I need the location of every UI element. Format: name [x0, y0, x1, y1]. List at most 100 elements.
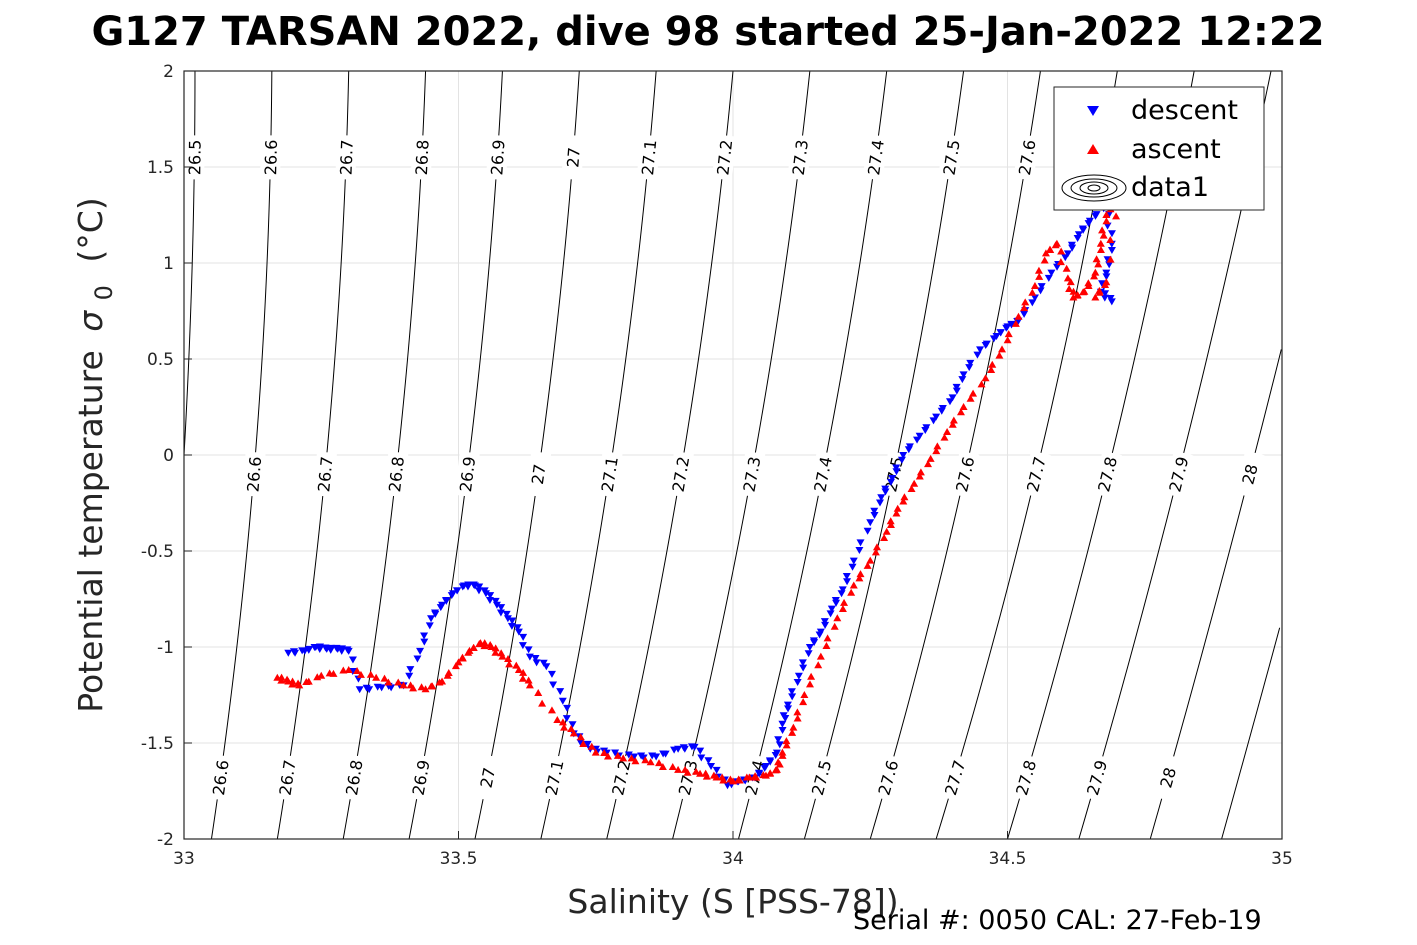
descent-point [416, 647, 425, 655]
ascent-point [1095, 288, 1104, 296]
ascent-point [943, 427, 952, 435]
descent-point [1103, 222, 1112, 230]
descent-point [821, 621, 830, 629]
ascent-point [735, 776, 744, 784]
descent-point [772, 749, 781, 757]
descent-point [491, 597, 500, 605]
descent-point [542, 663, 551, 671]
isopycnal-label: 27.2 [606, 753, 636, 802]
ascent-point [772, 765, 781, 773]
descent-point [973, 351, 982, 359]
descent-point [355, 686, 364, 694]
isopycnal-label-bg [454, 451, 480, 498]
isopycnal-label-bg [335, 135, 357, 180]
descent-point [849, 557, 858, 565]
isopycnal-label-bg [596, 450, 623, 498]
ascent-point [658, 763, 667, 771]
descent-point [897, 456, 906, 464]
ascent-point [789, 723, 798, 731]
descent-point [754, 769, 763, 777]
descent-point [547, 670, 556, 678]
isopycnal-label: 27.2 [711, 134, 737, 181]
descent-point [1036, 287, 1045, 295]
ascent-point [833, 614, 842, 622]
ascent-point [840, 598, 849, 606]
descent-point [532, 659, 541, 667]
descent-point [831, 597, 840, 604]
ascent-point [524, 676, 533, 684]
ascent-point [304, 677, 313, 685]
descent-point [1107, 298, 1116, 306]
isopycnal-label: 27.7 [938, 753, 971, 802]
ascent-point [932, 447, 941, 455]
ascent-point [372, 673, 381, 681]
isopycnal-label-bg [184, 135, 205, 180]
ascent-point [916, 468, 925, 476]
ascent-point [871, 548, 880, 556]
ascent-point [1040, 256, 1049, 264]
ascent-point [814, 661, 823, 669]
ascent-point [631, 757, 640, 765]
isopycnal-label-bg [1080, 753, 1113, 802]
ascent-point [444, 668, 453, 676]
descent-point [304, 646, 313, 654]
isopycnal-label: 26.8 [383, 451, 409, 498]
descent-point [326, 646, 335, 654]
descent-point [583, 740, 592, 748]
ascent-point [847, 588, 856, 596]
descent-point [1102, 269, 1111, 277]
isopycnal-line [183, 70, 196, 456]
ascent-point [899, 497, 908, 505]
ascent-point [752, 773, 761, 781]
descent-point [976, 346, 985, 354]
ascent-point [1066, 278, 1075, 286]
descent-point [1028, 299, 1037, 307]
descent-point [519, 633, 528, 641]
ascent-point [1034, 266, 1043, 274]
isopycnal-label-bg [1234, 450, 1265, 499]
ascent-point [977, 380, 986, 388]
ascent-point [514, 666, 523, 674]
ascent-point [1106, 255, 1115, 263]
ascent-point [576, 733, 585, 741]
ascent-point [981, 374, 990, 382]
y-axis-label-text: Potential temperature [71, 350, 110, 712]
descent-point [1007, 321, 1016, 329]
ascent-point [761, 771, 770, 779]
descent-point [406, 666, 415, 674]
isopycnal-label-bg [260, 135, 282, 180]
descent-point [696, 747, 705, 755]
descent-point [870, 511, 879, 519]
ascent-point [987, 366, 996, 373]
isopycnal-label-text: 26.9 [456, 455, 479, 493]
isopycnal-label-bg [787, 134, 813, 181]
isopycnal-label-text: 27 [477, 766, 500, 790]
ascent-point [417, 683, 426, 691]
ascent-point [712, 773, 721, 781]
descent-point [697, 754, 706, 762]
descent-point [778, 720, 787, 728]
descent-point [775, 741, 784, 749]
ascent-point [668, 762, 677, 770]
ascent-point [587, 742, 596, 750]
ascent-point [866, 556, 875, 564]
ascent-point [1091, 293, 1100, 301]
descent-point [438, 601, 447, 609]
descent-point [514, 628, 523, 636]
descent-point [765, 757, 774, 765]
descent-point [1101, 290, 1110, 298]
isopycnal-label-text: 27.2 [713, 139, 736, 176]
isopycnal-label: 26.7 [273, 754, 301, 801]
ascent-point [1063, 274, 1072, 282]
ascent-point [778, 748, 787, 756]
ascent-point [886, 517, 895, 525]
y-tick-label: 1 [163, 254, 174, 274]
ascent-point [558, 718, 567, 726]
ascent-point [966, 394, 975, 402]
isopycnal-label-bg [872, 753, 904, 802]
y-tick-label: -1 [157, 638, 174, 658]
isopycnal-label-bg [1021, 450, 1051, 498]
isopycnal-label-bg [525, 451, 552, 498]
ascent-point [491, 644, 500, 652]
